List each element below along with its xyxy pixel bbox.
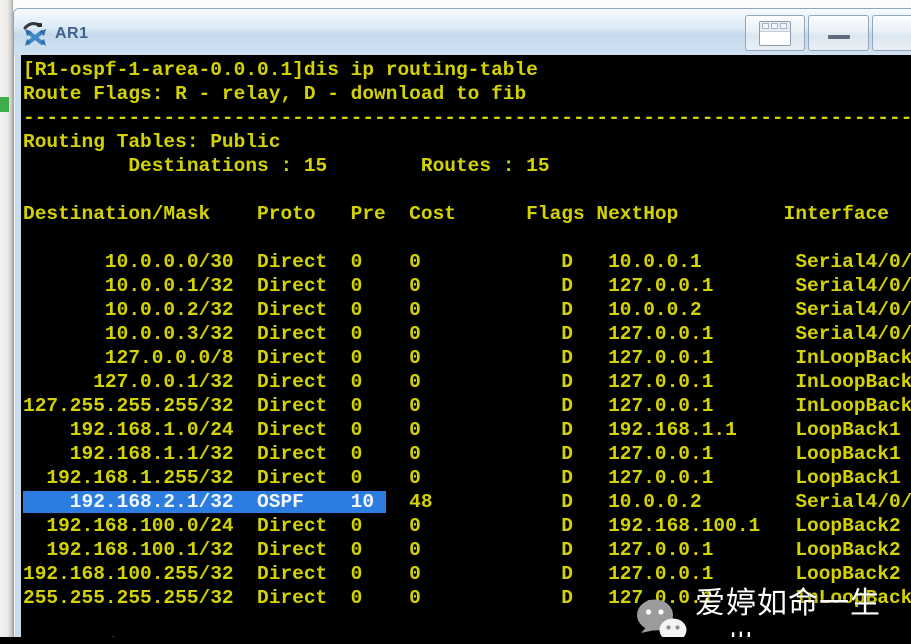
window-layout-button[interactable] [745, 15, 805, 51]
window-title: AR1 [55, 25, 89, 42]
bottom-black-bar [0, 637, 911, 644]
window-panes-icon [759, 20, 791, 46]
terminal-window-ar1: AR1 [R1-ospf-1-area-0.0.0.1]dis ip routi… [13, 8, 911, 644]
watermark-text: 爱婷如命一生一世 [695, 586, 881, 644]
selected-route-rest: 48 D 10.0.0.2 Serial4/0/0 [385, 491, 911, 513]
console-text-bottom: 192.168.100.0/24 Direct 0 0 D 192.168.10… [23, 515, 911, 644]
window-controls [745, 15, 911, 51]
console-text-top: [R1-ospf-1-area-0.0.0.1]dis ip routing-t… [23, 59, 911, 489]
cut-off-window-button[interactable] [872, 15, 911, 51]
background-green-marker [0, 97, 9, 112]
router-icon [22, 20, 49, 47]
console-output[interactable]: [R1-ospf-1-area-0.0.0.1]dis ip routing-t… [21, 55, 911, 644]
console-highlighted-route-line: 192.168.2.1/32 OSPF 10 48 D 10.0.0.2 Ser… [23, 490, 911, 514]
background-window-strip [0, 0, 13, 644]
titlebar[interactable]: AR1 [14, 9, 911, 55]
minimize-button[interactable] [808, 15, 869, 51]
minimize-dash-icon [827, 35, 850, 39]
selected-route-text: 192.168.2.1/32 OSPF 10 [23, 491, 386, 513]
watermark: 爱婷如命一生一世 [633, 578, 911, 644]
